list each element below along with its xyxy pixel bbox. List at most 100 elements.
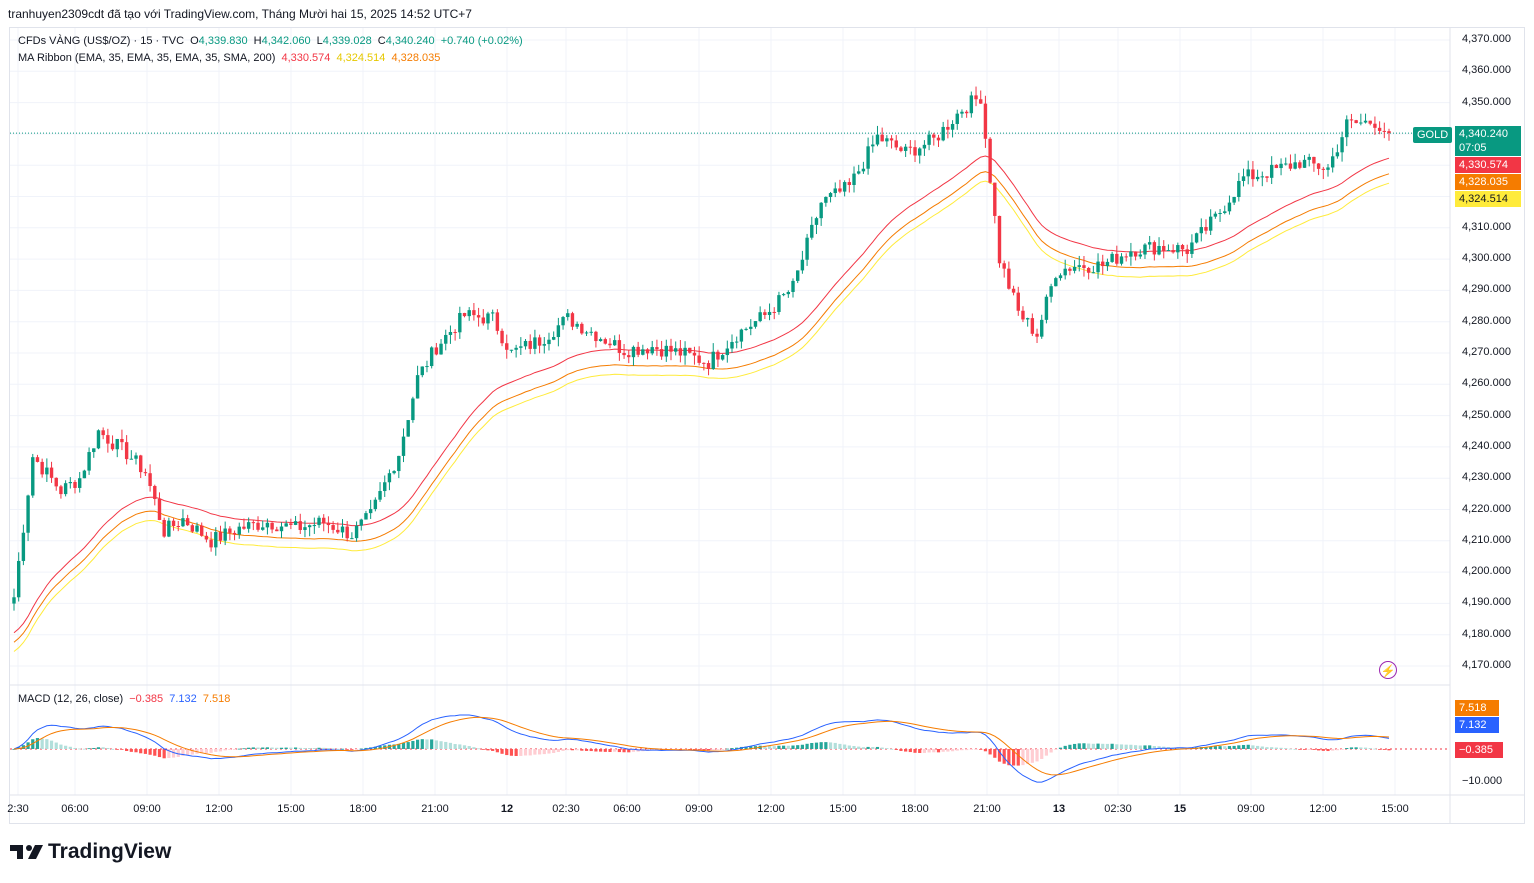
candle-body	[462, 312, 467, 317]
candle	[279, 522, 284, 538]
candle	[537, 334, 542, 354]
candle	[1251, 161, 1255, 187]
candle	[59, 484, 63, 499]
lightning-icon[interactable]: ⚡	[1379, 661, 1397, 679]
candle-body	[683, 347, 687, 356]
candle	[913, 140, 917, 163]
macd-histogram-bar	[749, 746, 753, 749]
candle-body	[767, 311, 772, 315]
macd-histogram-bar	[1063, 745, 1067, 749]
macd-histogram-bar	[1077, 743, 1081, 749]
candle	[96, 429, 101, 450]
candle-body	[570, 313, 575, 327]
candle-body	[744, 328, 748, 330]
macd-histogram-bar	[1049, 749, 1053, 753]
macd-histogram-bar	[214, 749, 218, 752]
candle	[1237, 172, 1241, 202]
candle-body	[340, 526, 345, 533]
macd-label[interactable]: MACD (12, 26, close)	[18, 693, 124, 705]
candle	[941, 121, 945, 142]
candle-body	[21, 532, 26, 561]
candle	[702, 362, 706, 371]
candle-body	[627, 355, 631, 358]
candle-body	[946, 126, 950, 130]
candle-body	[979, 99, 983, 104]
macd-histogram-bar	[993, 749, 997, 758]
macd-histogram-bar	[200, 749, 204, 754]
macd-histogram-bar	[843, 744, 847, 749]
macd-histogram-bar	[430, 739, 434, 749]
macd-histogram-bar	[251, 747, 255, 749]
candle-body	[608, 343, 612, 346]
macd-histogram-bar	[1133, 745, 1138, 749]
macd-histogram-bar	[49, 740, 54, 749]
candle-body	[1040, 319, 1044, 337]
candle-body	[190, 525, 195, 532]
macd-histogram-bar	[918, 749, 922, 753]
candle-body	[429, 347, 434, 367]
candle-body	[753, 321, 758, 327]
candle	[1007, 261, 1011, 290]
macd-histogram-bar	[777, 745, 781, 749]
ribbon-value-2: 4,324.514	[336, 52, 386, 64]
candle-body	[659, 349, 664, 357]
macd-histogram-bar	[1138, 745, 1142, 749]
tradingview-logo[interactable]: TradingView	[10, 840, 171, 864]
candle	[598, 337, 603, 342]
candle-body	[1119, 256, 1124, 264]
macd-histogram-bar	[913, 749, 917, 753]
candle-body	[246, 522, 251, 529]
candle	[265, 518, 270, 535]
candle	[824, 196, 828, 207]
candle-body	[824, 196, 828, 203]
candle-body	[1284, 163, 1288, 165]
candle	[35, 454, 40, 463]
candle	[476, 307, 481, 327]
macd-histogram-bar	[1345, 748, 1349, 749]
macd-histogram-bar	[1035, 749, 1039, 762]
candle-body	[35, 457, 40, 462]
candle-body	[692, 352, 697, 356]
macd-histogram-bar	[383, 745, 387, 749]
macd-histogram-bar	[1368, 748, 1372, 749]
candle-body	[1171, 250, 1175, 253]
candle-body	[1279, 163, 1283, 169]
macd-signal-value: 7.518	[202, 693, 231, 705]
candle-body	[448, 332, 453, 335]
candle	[1330, 147, 1335, 173]
legend-symbol[interactable]: CFDs VÀNG (US$/OZ) · 15 · TVC	[18, 35, 185, 47]
candle	[354, 521, 359, 542]
macd-histogram-bar	[293, 747, 298, 749]
macd-histogram-bar	[308, 748, 312, 749]
chart-frame[interactable]	[9, 27, 1525, 824]
y-tick-label: 4,280.000	[1462, 314, 1511, 327]
candle	[434, 342, 439, 356]
y-tick-label: 4,210.000	[1462, 533, 1511, 546]
macd-histogram-bar	[148, 749, 152, 755]
y-tick-label: 4,170.000	[1462, 659, 1511, 671]
candle	[533, 329, 537, 355]
macd-histogram-bar	[96, 747, 101, 749]
candle	[284, 520, 288, 527]
macd-histogram-bar	[298, 747, 302, 749]
candle-body	[885, 138, 889, 142]
candle	[744, 327, 748, 331]
x-tick-label: 21:00	[421, 803, 449, 815]
macd-histogram-bar	[1011, 749, 1016, 766]
candle	[1138, 249, 1142, 259]
candle	[547, 332, 551, 351]
macd-histogram-bar	[82, 748, 86, 750]
ribbon-label[interactable]: MA Ribbon (EMA, 35, EMA, 35, EMA, 35, SM…	[18, 52, 276, 64]
macd-histogram-bar	[871, 746, 875, 749]
candle	[505, 334, 509, 359]
macd-histogram-bar	[533, 749, 537, 755]
candle	[246, 517, 251, 533]
candle	[1363, 113, 1368, 124]
candle	[232, 530, 237, 541]
candle-body	[1129, 251, 1133, 257]
candle-body	[167, 520, 171, 537]
candle-body	[415, 375, 420, 399]
candle-body	[505, 343, 509, 350]
macd-histogram-bar	[1265, 747, 1269, 749]
